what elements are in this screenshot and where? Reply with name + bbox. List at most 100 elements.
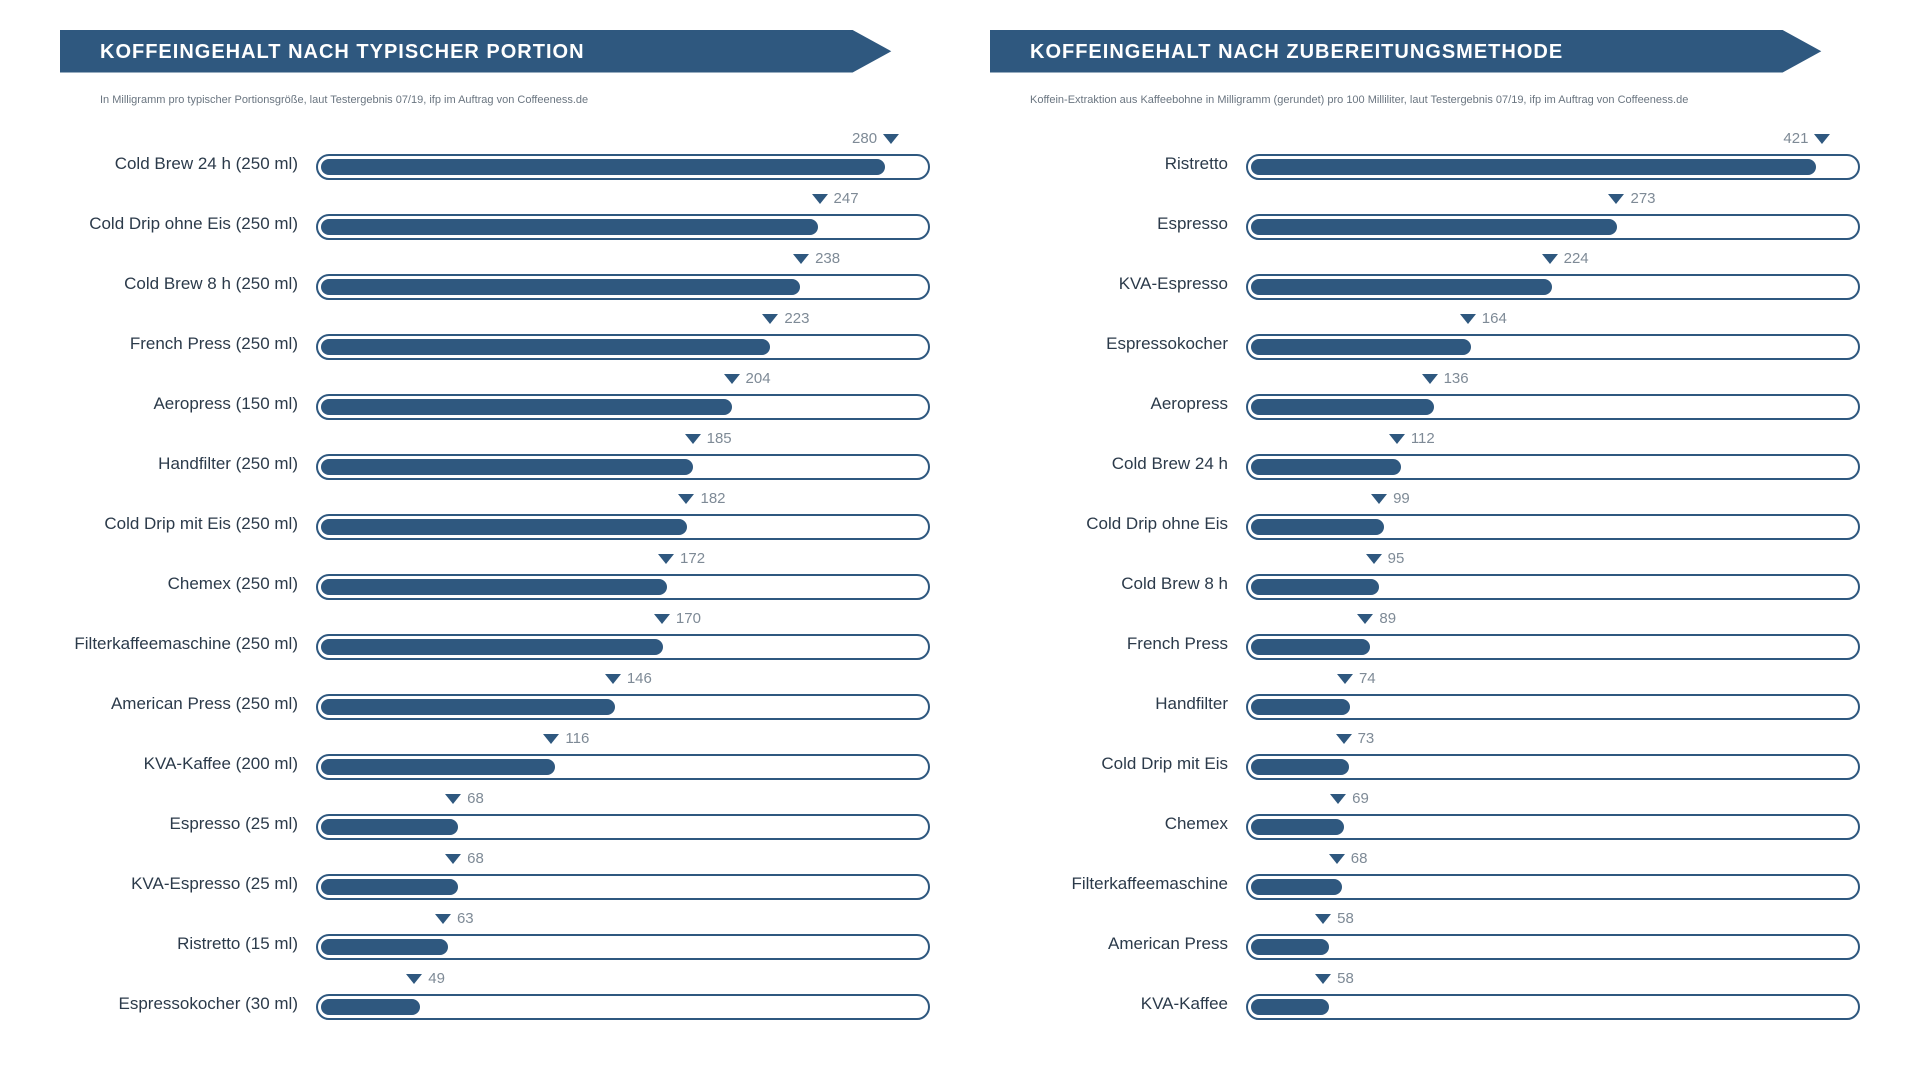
bar-track	[316, 454, 930, 480]
value-marker-group: 68	[1329, 850, 1368, 867]
bar-value: 273	[1630, 190, 1655, 207]
marker-icon	[1814, 134, 1830, 144]
bar-row: Aeropress136	[1000, 370, 1860, 420]
bar-track	[316, 394, 930, 420]
bar-fill	[321, 219, 818, 235]
bar-area: 99	[1246, 490, 1860, 540]
bar-label: Ristretto (15 ml)	[70, 934, 298, 960]
bar-fill	[321, 639, 663, 655]
bar-track	[1246, 214, 1860, 240]
value-marker-group: 223	[762, 310, 809, 327]
bar-value: 172	[680, 550, 705, 567]
marker-icon	[406, 974, 422, 984]
bar-label: Cold Brew 24 h (250 ml)	[70, 154, 298, 180]
right-panel: KOFFEINGEHALT NACH ZUBEREITUNGSMETHODE K…	[990, 30, 1860, 1050]
bar-track	[316, 874, 930, 900]
marker-icon	[1366, 554, 1382, 564]
left-title: KOFFEINGEHALT NACH TYPISCHER PORTION	[60, 41, 585, 64]
bar-row: Handfilter 74	[1000, 670, 1860, 720]
value-marker-group: 63	[435, 910, 474, 927]
bar-fill	[321, 819, 458, 835]
marker-icon	[435, 914, 451, 924]
bar-value: 182	[700, 490, 725, 507]
bar-label: Handfilter (250 ml)	[70, 454, 298, 480]
bar-row: Cold Brew 24 h112	[1000, 430, 1860, 480]
bar-area: 421	[1246, 130, 1860, 180]
bar-label: Chemex	[1000, 814, 1228, 840]
bar-fill	[1251, 879, 1342, 895]
bar-fill	[1251, 279, 1552, 295]
bar-label: Espressokocher (30 ml)	[70, 994, 298, 1020]
bar-label: Espresso	[1000, 214, 1228, 240]
bar-label: Handfilter	[1000, 694, 1228, 720]
bar-area: 49	[316, 970, 930, 1020]
value-marker-group: 74	[1337, 670, 1376, 687]
bar-track	[1246, 574, 1860, 600]
bar-fill	[321, 399, 732, 415]
bar-value: 238	[815, 250, 840, 267]
bar-area: 63	[316, 910, 930, 960]
value-marker-group: 89	[1357, 610, 1396, 627]
bar-area: 146	[316, 670, 930, 720]
left-rows: Cold Brew 24 h (250 ml)280 Cold Drip ohne…	[60, 130, 930, 1020]
marker-icon	[812, 194, 828, 204]
bar-fill	[1251, 399, 1434, 415]
marker-icon	[1389, 434, 1405, 444]
marker-icon	[1357, 614, 1373, 624]
marker-icon	[1330, 794, 1346, 804]
bar-value: 204	[746, 370, 771, 387]
bar-area: 95	[1246, 550, 1860, 600]
bar-area: 224	[1246, 250, 1860, 300]
bar-area: 58	[1246, 970, 1860, 1020]
bar-label: KVA-Kaffee (200 ml)	[70, 754, 298, 780]
bar-row: Espressokocher164	[1000, 310, 1860, 360]
bar-value: 99	[1393, 490, 1410, 507]
marker-icon	[654, 614, 670, 624]
value-marker-group: 112	[1389, 430, 1435, 447]
bar-row: Cold Drip mit Eis (250 ml)182	[70, 490, 930, 540]
bar-label: Filterkaffeemaschine	[1000, 874, 1228, 900]
bar-label: Chemex (250 ml)	[70, 574, 298, 600]
bar-fill	[1251, 759, 1349, 775]
bar-area: 68	[1246, 850, 1860, 900]
bar-label: KVA-Espresso	[1000, 274, 1228, 300]
value-marker-group: 58	[1315, 910, 1354, 927]
bar-label: Cold Brew 8 h (250 ml)	[70, 274, 298, 300]
value-marker-group: 273	[1608, 190, 1655, 207]
bar-area: 89	[1246, 610, 1860, 660]
left-subtitle: In Milligramm pro typischer Portionsgröß…	[100, 94, 930, 106]
value-marker-group: 99	[1371, 490, 1410, 507]
marker-icon	[1371, 494, 1387, 504]
right-subtitle: Koffein-Extraktion aus Kaffeebohne in Mi…	[1030, 94, 1860, 106]
value-marker-group: 247	[812, 190, 859, 207]
marker-icon	[543, 734, 559, 744]
bar-row: Espresso (25 ml)68	[70, 790, 930, 840]
bar-fill	[1251, 699, 1350, 715]
bar-track	[316, 574, 930, 600]
marker-icon	[685, 434, 701, 444]
bar-track	[316, 934, 930, 960]
bar-label: Cold Drip ohne Eis (250 ml)	[70, 214, 298, 240]
bar-area: 74	[1246, 670, 1860, 720]
bar-fill	[1251, 819, 1344, 835]
bar-track	[316, 514, 930, 540]
value-marker-group: 238	[793, 250, 840, 267]
bar-row: Cold Brew 24 h (250 ml)280	[70, 130, 930, 180]
bar-value: 69	[1352, 790, 1369, 807]
bar-label: French Press (250 ml)	[70, 334, 298, 360]
bar-value: 421	[1783, 130, 1808, 147]
bar-row: Espresso 273	[1000, 190, 1860, 240]
marker-icon	[445, 854, 461, 864]
bar-value: 146	[627, 670, 652, 687]
bar-row: American Press58	[1000, 910, 1860, 960]
bar-track	[1246, 274, 1860, 300]
bar-value: 74	[1359, 670, 1376, 687]
bar-fill	[1251, 159, 1816, 175]
bar-track	[1246, 814, 1860, 840]
bar-fill	[1251, 639, 1370, 655]
right-title: KOFFEINGEHALT NACH ZUBEREITUNGSMETHODE	[990, 41, 1563, 64]
value-marker-group: 116	[543, 730, 589, 747]
bar-row: French Press89	[1000, 610, 1860, 660]
bar-value: 68	[1351, 850, 1368, 867]
bar-row: Espressokocher (30 ml) 49	[70, 970, 930, 1020]
